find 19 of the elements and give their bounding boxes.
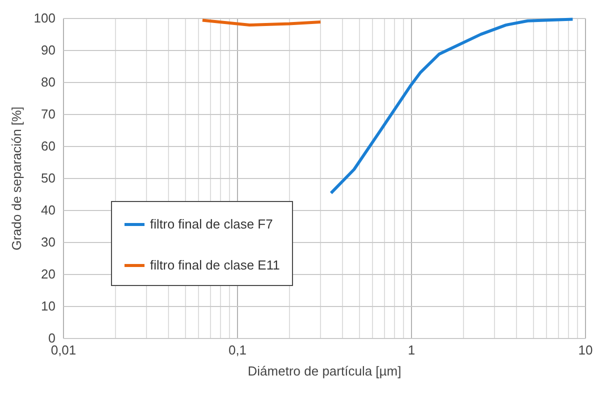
y-tick-label: 10: [41, 298, 56, 314]
y-tick-label: 60: [41, 138, 56, 154]
y-tick-label: 50: [41, 170, 56, 186]
x-tick-label: 10: [578, 342, 593, 358]
x-tick-label: 0,01: [50, 342, 76, 358]
y-tick-label: 20: [41, 266, 56, 282]
y-tick-label: 90: [41, 42, 56, 58]
y-tick-label: 30: [41, 234, 56, 250]
legend-label: filtro final de clase F7: [150, 216, 273, 232]
y-tick-label: 80: [41, 74, 56, 90]
y-tick-label: 40: [41, 202, 56, 218]
y-axis-title: Grado de separación [%]: [8, 106, 24, 250]
x-tick-label: 1: [408, 342, 416, 358]
y-tick-label: 0: [48, 330, 56, 346]
legend-label: filtro final de clase E11: [150, 258, 280, 272]
y-tick-label: 70: [41, 106, 56, 122]
x-axis-title: Diámetro de partícula [µm]: [248, 364, 402, 378]
x-tick-label: 0,1: [228, 342, 247, 358]
y-tick-label: 100: [34, 10, 56, 26]
